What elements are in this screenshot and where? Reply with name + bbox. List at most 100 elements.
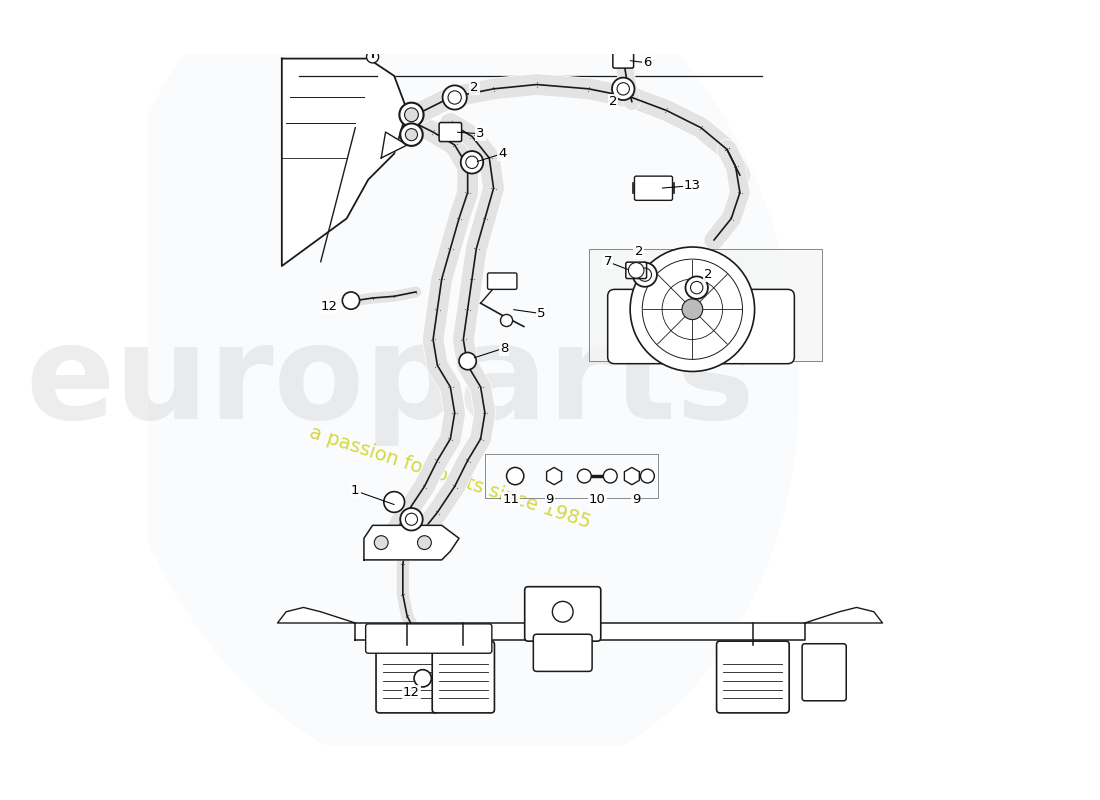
Point — [427, 360, 444, 373]
Point — [452, 334, 470, 346]
Point — [483, 151, 500, 164]
Circle shape — [400, 508, 422, 530]
Polygon shape — [355, 623, 805, 640]
Point — [448, 138, 465, 150]
Point — [468, 242, 485, 255]
Point — [528, 78, 546, 91]
Point — [442, 94, 460, 106]
Point — [407, 108, 425, 121]
Point — [461, 160, 478, 173]
Point — [446, 406, 463, 419]
Point — [729, 186, 747, 198]
Point — [470, 242, 487, 255]
Circle shape — [578, 469, 592, 483]
Text: a passion for parts since 1985: a passion for parts since 1985 — [307, 423, 594, 532]
Point — [461, 131, 478, 144]
Point — [443, 380, 461, 393]
Point — [408, 115, 426, 128]
Point — [528, 76, 546, 89]
Point — [441, 433, 459, 446]
Point — [485, 85, 503, 98]
Point — [394, 588, 411, 601]
Circle shape — [640, 469, 654, 483]
Point — [454, 333, 472, 346]
FancyBboxPatch shape — [525, 586, 601, 641]
Point — [580, 85, 597, 98]
Point — [429, 359, 447, 372]
Point — [407, 627, 425, 640]
Point — [407, 286, 425, 298]
Text: 9: 9 — [632, 493, 640, 506]
Point — [456, 186, 474, 198]
Point — [399, 532, 417, 545]
Point — [456, 302, 474, 315]
FancyBboxPatch shape — [534, 634, 592, 671]
Point — [470, 381, 487, 394]
Point — [448, 211, 465, 224]
Point — [427, 505, 444, 518]
Point — [456, 360, 474, 373]
Point — [443, 434, 461, 446]
FancyBboxPatch shape — [365, 624, 492, 654]
Circle shape — [366, 51, 378, 63]
Point — [472, 433, 490, 446]
Circle shape — [612, 78, 635, 100]
Point — [720, 142, 738, 154]
Point — [429, 506, 447, 518]
Point — [623, 91, 640, 104]
Circle shape — [418, 536, 431, 550]
Point — [430, 455, 448, 468]
Text: 7: 7 — [604, 255, 612, 268]
Point — [425, 333, 442, 346]
Point — [427, 453, 444, 466]
Text: 13: 13 — [684, 179, 701, 192]
Point — [485, 82, 503, 95]
Point — [485, 80, 503, 93]
Point — [613, 53, 630, 66]
Point — [727, 160, 745, 173]
Point — [723, 212, 740, 225]
Point — [407, 284, 425, 297]
Point — [430, 507, 448, 520]
Text: 9: 9 — [546, 493, 554, 506]
Point — [398, 532, 416, 545]
Text: 8: 8 — [499, 342, 508, 354]
Point — [718, 143, 736, 156]
Point — [478, 213, 496, 226]
Point — [616, 52, 634, 65]
Point — [433, 273, 451, 286]
Circle shape — [384, 492, 405, 512]
Point — [407, 117, 425, 130]
Point — [441, 242, 459, 255]
Point — [461, 455, 478, 468]
Point — [430, 358, 448, 370]
Point — [408, 626, 426, 639]
Point — [474, 211, 492, 224]
Point — [718, 143, 736, 156]
Circle shape — [506, 467, 524, 485]
Polygon shape — [805, 607, 882, 623]
Circle shape — [628, 262, 643, 278]
Text: 12: 12 — [321, 300, 338, 313]
Point — [399, 609, 417, 622]
Point — [431, 272, 449, 285]
Point — [465, 273, 483, 286]
Point — [478, 407, 496, 420]
Point — [478, 152, 496, 165]
Point — [408, 110, 426, 123]
Circle shape — [406, 129, 418, 141]
Point — [385, 291, 403, 304]
Point — [461, 358, 478, 370]
Polygon shape — [364, 526, 459, 560]
Point — [476, 406, 494, 419]
Polygon shape — [382, 132, 407, 158]
Point — [459, 454, 476, 467]
Point — [459, 359, 476, 372]
Point — [459, 186, 476, 199]
Point — [429, 303, 447, 316]
Text: 4: 4 — [498, 147, 506, 160]
Text: 3: 3 — [476, 127, 485, 140]
Polygon shape — [625, 467, 639, 485]
Circle shape — [442, 86, 466, 110]
Point — [441, 381, 459, 394]
